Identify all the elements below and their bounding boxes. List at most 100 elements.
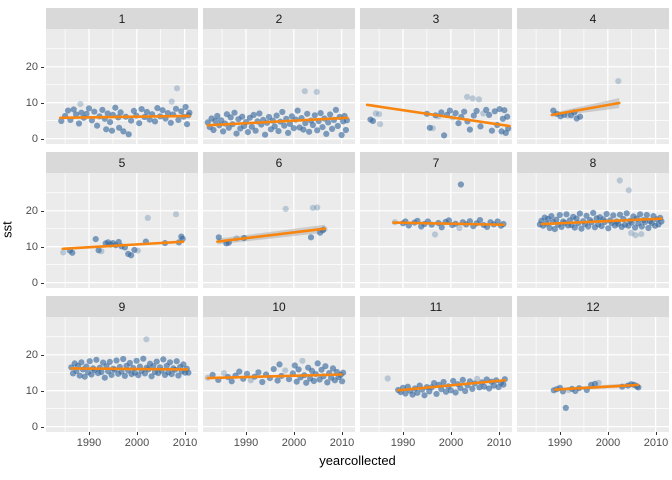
facet-strip-6: 6 xyxy=(203,152,355,173)
data-point xyxy=(69,249,76,256)
data-point xyxy=(186,109,193,116)
data-point xyxy=(500,381,507,388)
data-point xyxy=(452,389,459,396)
data-point xyxy=(286,120,294,127)
data-point xyxy=(291,362,298,369)
data-point xyxy=(182,103,189,111)
data-point xyxy=(304,110,311,117)
data-point xyxy=(209,371,216,378)
trend-line xyxy=(59,114,191,120)
data-point xyxy=(64,107,72,114)
data-point xyxy=(628,229,635,237)
x-tick-label: 2000 xyxy=(281,437,307,449)
data-point xyxy=(128,252,135,259)
data-point xyxy=(214,112,221,120)
y-tick-mark xyxy=(41,283,44,284)
data-point xyxy=(75,120,83,127)
facet-strip-8: 8 xyxy=(517,152,669,173)
data-point xyxy=(256,110,263,117)
data-point xyxy=(490,382,497,389)
data-point xyxy=(456,224,463,232)
panel-background xyxy=(517,29,669,144)
data-point xyxy=(116,124,123,131)
data-point xyxy=(138,106,145,113)
data-point xyxy=(285,376,293,383)
data-point xyxy=(180,361,187,368)
x-tick-mark xyxy=(137,432,138,435)
data-point xyxy=(212,117,219,125)
x-tick-mark xyxy=(403,432,404,435)
data-point xyxy=(78,109,85,116)
x-tick-mark xyxy=(608,432,609,435)
data-point xyxy=(85,105,93,112)
data-point xyxy=(282,367,289,374)
x-tick-label: 1990 xyxy=(547,437,573,449)
data-point xyxy=(446,107,453,114)
data-point xyxy=(441,132,448,139)
data-point xyxy=(459,376,466,383)
data-point xyxy=(77,101,84,108)
trend-line xyxy=(553,383,640,391)
data-point xyxy=(93,356,100,363)
data-point xyxy=(466,218,473,225)
y-tick-mark xyxy=(41,355,44,356)
data-point xyxy=(616,177,623,184)
data-point xyxy=(101,374,108,381)
facet-strip-7: 7 xyxy=(360,152,512,173)
data-point xyxy=(311,112,318,119)
x-tick-label: 2000 xyxy=(595,437,621,449)
facet-strip-4: 4 xyxy=(517,8,669,29)
x-tick-label: 1990 xyxy=(233,437,259,449)
data-point xyxy=(107,119,114,126)
data-point xyxy=(166,359,174,366)
data-point xyxy=(447,387,454,394)
data-point xyxy=(323,130,330,137)
data-point xyxy=(243,370,251,377)
x-tick-label: 2000 xyxy=(438,437,464,449)
data-point xyxy=(470,112,477,119)
data-point xyxy=(178,108,185,115)
data-point xyxy=(477,123,484,130)
data-point xyxy=(295,366,302,373)
data-point xyxy=(638,223,645,230)
facet-panel-6 xyxy=(203,173,355,288)
data-point xyxy=(421,392,428,399)
x-tick-mark xyxy=(451,432,452,435)
data-point xyxy=(504,113,511,120)
data-point xyxy=(598,223,605,230)
x-tick-mark xyxy=(560,432,561,435)
data-point xyxy=(638,231,645,238)
y-tick-label: 10 xyxy=(25,97,38,109)
data-point xyxy=(429,125,436,132)
data-point xyxy=(179,235,186,242)
data-point xyxy=(255,369,262,376)
data-point xyxy=(616,211,624,218)
data-point xyxy=(433,390,440,397)
data-point xyxy=(322,363,329,370)
data-point xyxy=(314,360,321,367)
data-point xyxy=(175,372,182,379)
data-point xyxy=(501,107,508,114)
data-point xyxy=(319,124,326,131)
data-point xyxy=(585,223,592,230)
x-tick-label: 1990 xyxy=(390,437,416,449)
panel-background xyxy=(360,317,512,432)
y-tick-label: 20 xyxy=(25,349,38,361)
x-tick-label: 2010 xyxy=(329,437,355,449)
x-tick-label: 2010 xyxy=(172,437,198,449)
data-point xyxy=(58,117,65,125)
trend-line xyxy=(365,103,511,128)
data-point xyxy=(220,128,227,135)
data-point xyxy=(464,93,471,100)
data-point xyxy=(88,117,95,124)
y-tick-label: 20 xyxy=(25,205,38,217)
data-point xyxy=(168,371,175,378)
x-tick-label: 1990 xyxy=(76,437,102,449)
data-point xyxy=(469,95,476,102)
data-point xyxy=(491,108,498,115)
data-point xyxy=(140,355,147,362)
panel-background xyxy=(517,173,669,288)
data-point xyxy=(164,110,171,117)
x-axis-title: yearcollected xyxy=(319,453,396,468)
data-point xyxy=(120,355,127,363)
